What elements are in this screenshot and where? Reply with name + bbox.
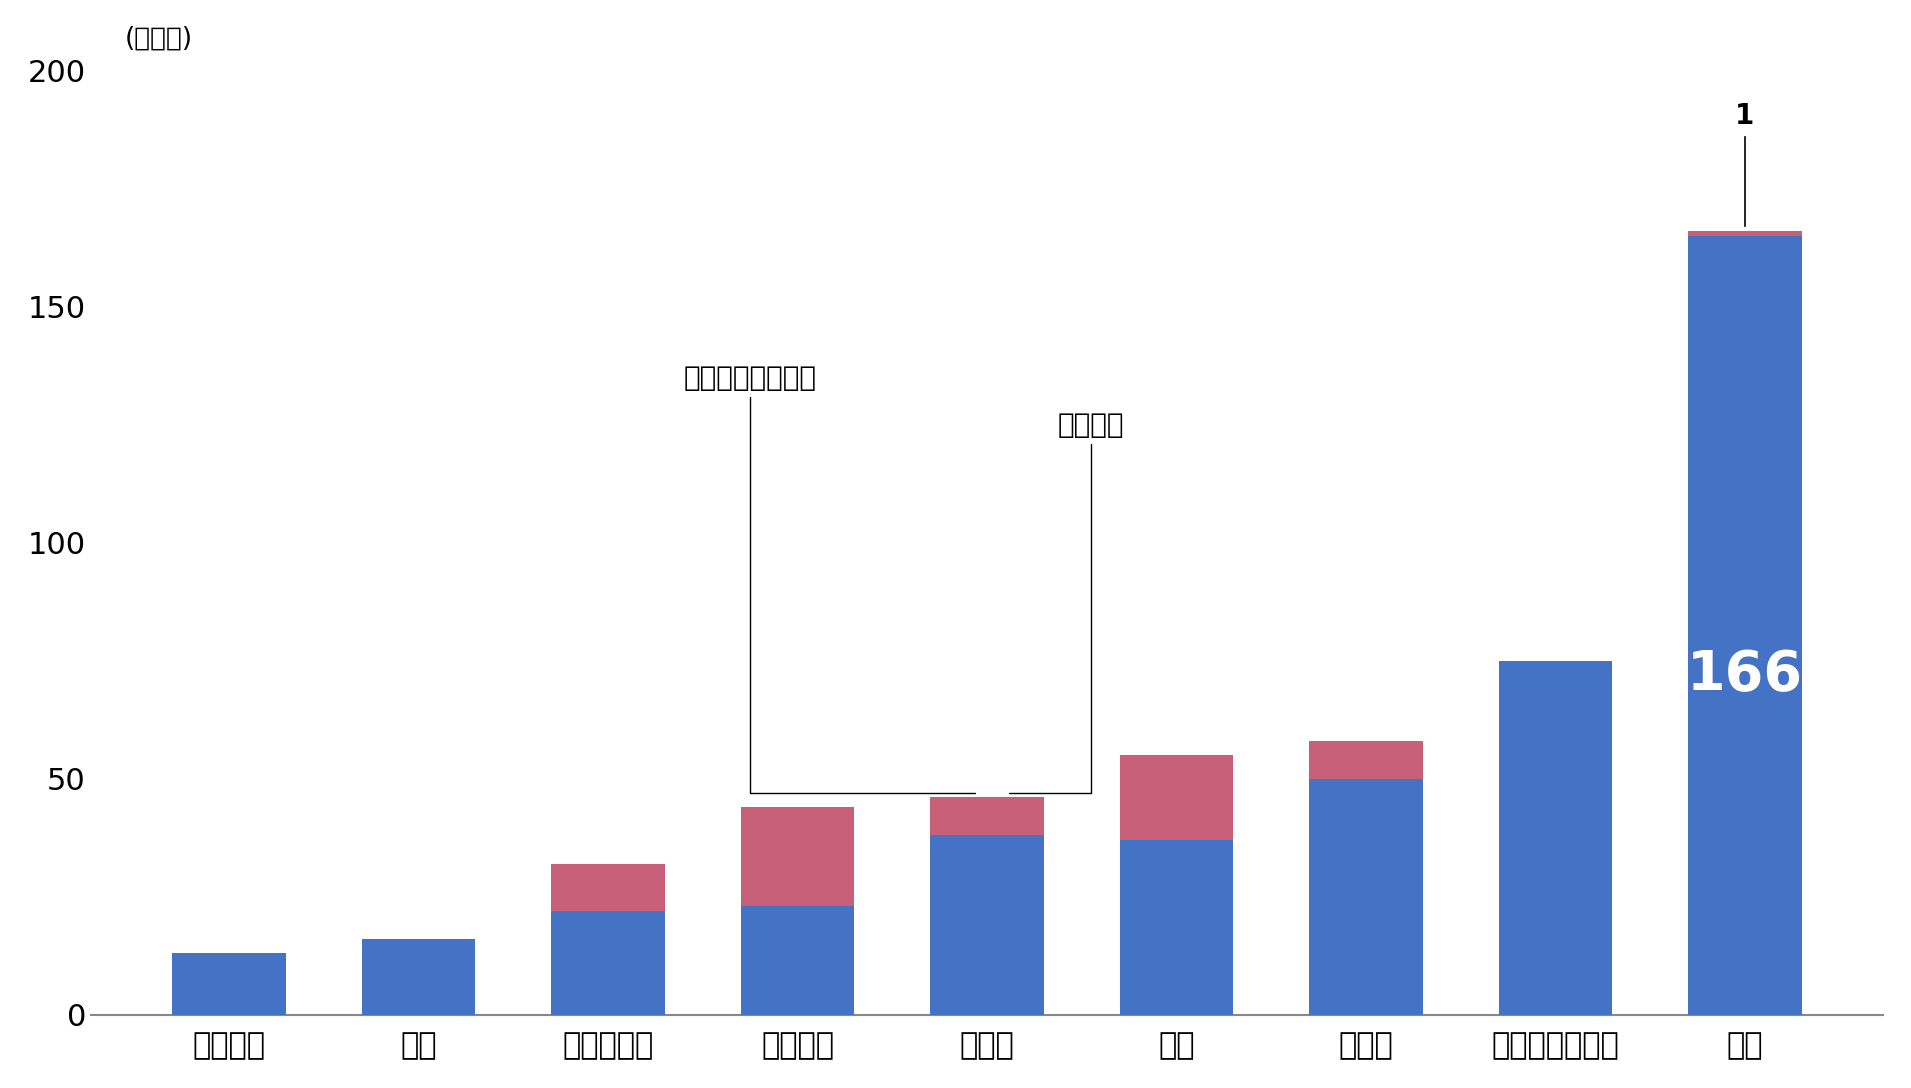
Text: 166: 166: [1687, 647, 1802, 702]
Bar: [1498, 660, 1613, 1014]
Bar: [741, 807, 854, 906]
Bar: [1120, 840, 1233, 1014]
Text: 1: 1: [1735, 101, 1754, 129]
Bar: [550, 911, 665, 1014]
Text: 地方自治体が実施: 地方自治体が実施: [684, 363, 975, 793]
Bar: [1309, 741, 1424, 779]
Bar: [931, 798, 1043, 836]
Bar: [1120, 755, 1233, 840]
Bar: [361, 939, 476, 1014]
Text: (実施数): (実施数): [124, 26, 193, 51]
Bar: [1687, 231, 1802, 236]
Bar: [1309, 779, 1424, 1014]
Bar: [1687, 236, 1802, 1014]
Text: 国が実施: 国が実施: [1009, 410, 1124, 793]
Bar: [741, 906, 854, 1014]
Bar: [550, 864, 665, 911]
Bar: [172, 953, 287, 1014]
Bar: [931, 836, 1043, 1014]
